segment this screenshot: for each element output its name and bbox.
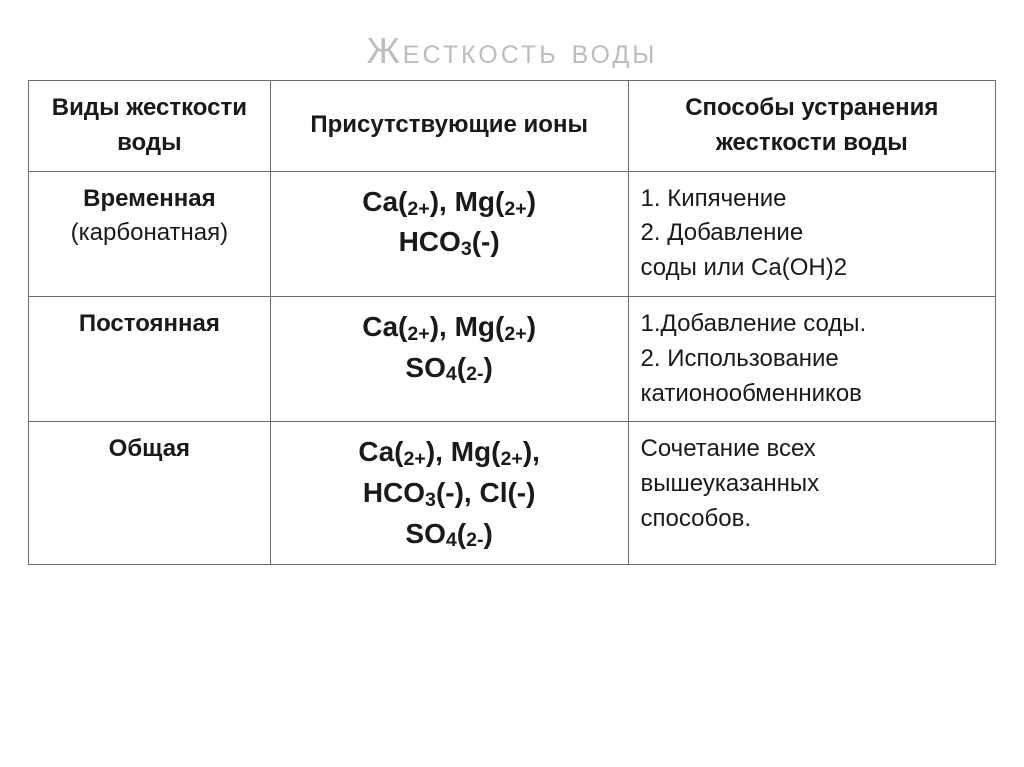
table-row: Временная(карбонатная) Ca(2+), Mg(2+)HCO…	[29, 171, 996, 296]
cell-methods: 1. Кипячение2. Добавлениесоды или Ca(OH)…	[628, 171, 995, 296]
cell-type: Постоянная	[29, 296, 271, 421]
hardness-table: Виды жесткости воды Присутствующие ионы …	[28, 80, 996, 565]
cell-methods: Сочетание всехвышеуказанныхспособов.	[628, 422, 995, 565]
cell-methods: 1.Добавление соды.2. Использованиекатион…	[628, 296, 995, 421]
table-body: Временная(карбонатная) Ca(2+), Mg(2+)HCO…	[29, 171, 996, 565]
table-row: Общая Ca(2+), Mg(2+),HCO3(-), Cl(-)SO4(2…	[29, 422, 996, 565]
table-row: Постоянная Ca(2+), Mg(2+)SO4(2-) 1.Добав…	[29, 296, 996, 421]
slide-page: Жесткость воды Виды жесткости воды Прису…	[0, 0, 1024, 767]
cell-ions: Ca(2+), Mg(2+)SO4(2-)	[270, 296, 628, 421]
header-types: Виды жесткости воды	[29, 81, 271, 172]
cell-type: Общая	[29, 422, 271, 565]
cell-ions: Ca(2+), Mg(2+),HCO3(-), Cl(-)SO4(2-)	[270, 422, 628, 565]
cell-ions: Ca(2+), Mg(2+)HCO3(-)	[270, 171, 628, 296]
table-header-row: Виды жесткости воды Присутствующие ионы …	[29, 81, 996, 172]
cell-type: Временная(карбонатная)	[29, 171, 271, 296]
header-ions: Присутствующие ионы	[270, 81, 628, 172]
page-title: Жесткость воды	[28, 30, 996, 72]
header-methods: Способы устранения жесткости воды	[628, 81, 995, 172]
